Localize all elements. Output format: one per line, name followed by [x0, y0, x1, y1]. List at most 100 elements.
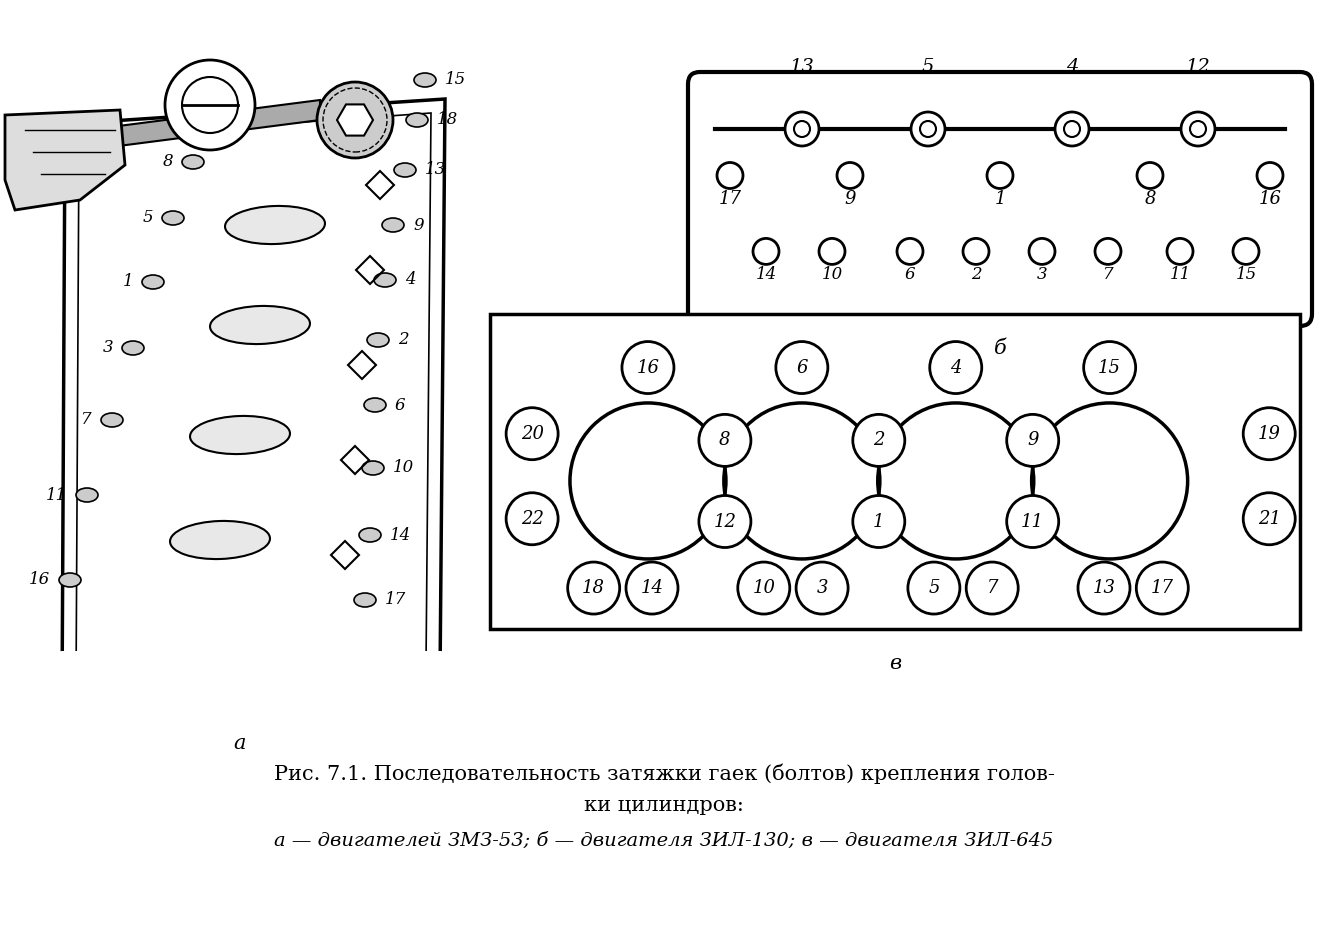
- Circle shape: [699, 415, 751, 466]
- Ellipse shape: [225, 205, 326, 244]
- Text: 15: 15: [1098, 359, 1122, 376]
- Text: 13: 13: [1092, 579, 1115, 597]
- Text: 13: 13: [789, 58, 815, 76]
- Ellipse shape: [381, 218, 404, 232]
- Circle shape: [626, 562, 678, 614]
- Ellipse shape: [190, 416, 290, 454]
- Text: 8: 8: [719, 432, 731, 449]
- Text: Рис. 7.1. Последовательность затяжки гаек (болтов) крепления голов-: Рис. 7.1. Последовательность затяжки гае…: [274, 764, 1054, 785]
- Text: 18: 18: [437, 111, 459, 129]
- Text: 11: 11: [1170, 266, 1191, 283]
- Text: 22: 22: [521, 510, 544, 528]
- Ellipse shape: [210, 306, 310, 344]
- Text: 17: 17: [719, 191, 742, 208]
- Text: 5: 5: [928, 579, 940, 597]
- Circle shape: [966, 562, 1018, 614]
- Text: 14: 14: [755, 266, 776, 283]
- Text: 7: 7: [81, 412, 92, 429]
- Text: 17: 17: [385, 591, 407, 608]
- Ellipse shape: [373, 273, 396, 287]
- Text: 4: 4: [950, 359, 961, 376]
- Circle shape: [1136, 562, 1188, 614]
- Text: 1: 1: [873, 513, 885, 531]
- Circle shape: [1181, 112, 1215, 146]
- Ellipse shape: [405, 113, 428, 127]
- Text: 12: 12: [1185, 58, 1211, 76]
- Text: а — двигателей ЗМЗ-53; б — двигателя ЗИЛ-130; в — двигателя ЗИЛ-645: а — двигателей ЗМЗ-53; б — двигателя ЗИЛ…: [274, 832, 1054, 850]
- Text: 3: 3: [816, 579, 828, 597]
- Text: 19: 19: [1257, 425, 1281, 443]
- Polygon shape: [11, 100, 320, 160]
- Text: 6: 6: [395, 397, 405, 414]
- Text: 15: 15: [445, 72, 466, 89]
- Text: 9: 9: [413, 217, 424, 234]
- Circle shape: [910, 112, 945, 146]
- Ellipse shape: [415, 73, 436, 87]
- Ellipse shape: [76, 488, 98, 502]
- Text: 4: 4: [405, 272, 416, 289]
- Ellipse shape: [182, 155, 203, 169]
- Text: 12: 12: [170, 109, 191, 126]
- Ellipse shape: [58, 573, 81, 587]
- Text: 11: 11: [1021, 513, 1045, 531]
- Ellipse shape: [361, 461, 384, 475]
- Ellipse shape: [359, 528, 381, 542]
- Circle shape: [776, 342, 828, 393]
- Text: 6: 6: [905, 266, 916, 283]
- Circle shape: [738, 562, 789, 614]
- FancyBboxPatch shape: [490, 314, 1300, 629]
- Circle shape: [506, 408, 558, 460]
- Text: б: б: [994, 339, 1006, 358]
- Circle shape: [1243, 408, 1296, 460]
- Text: 9: 9: [1027, 432, 1038, 449]
- Text: 2: 2: [970, 266, 981, 283]
- Text: 12: 12: [714, 513, 736, 531]
- Ellipse shape: [199, 111, 222, 125]
- Circle shape: [1006, 415, 1059, 466]
- Text: 8: 8: [162, 153, 173, 171]
- Circle shape: [506, 493, 558, 545]
- Polygon shape: [62, 99, 445, 704]
- Text: 7: 7: [1103, 266, 1114, 283]
- Circle shape: [853, 415, 905, 466]
- Text: 14: 14: [641, 579, 663, 597]
- Circle shape: [1243, 493, 1296, 545]
- FancyBboxPatch shape: [688, 72, 1312, 326]
- Text: 6: 6: [796, 359, 808, 376]
- Text: в: в: [889, 654, 901, 673]
- Circle shape: [1078, 562, 1130, 614]
- Text: 16: 16: [637, 359, 659, 376]
- Text: 16: 16: [1259, 191, 1281, 208]
- Circle shape: [796, 562, 848, 614]
- Text: 21: 21: [1257, 510, 1281, 528]
- Text: 1: 1: [994, 191, 1006, 208]
- Text: 13: 13: [425, 162, 447, 178]
- Text: 3: 3: [1037, 266, 1047, 283]
- Ellipse shape: [101, 413, 124, 427]
- Ellipse shape: [354, 593, 376, 607]
- Text: 17: 17: [1151, 579, 1174, 597]
- Ellipse shape: [162, 211, 183, 225]
- Circle shape: [622, 342, 674, 393]
- Text: 11: 11: [45, 487, 66, 503]
- Text: 20: 20: [521, 425, 544, 443]
- Text: 8: 8: [1144, 191, 1156, 208]
- Text: 18: 18: [582, 579, 605, 597]
- Circle shape: [785, 112, 819, 146]
- Ellipse shape: [364, 398, 385, 412]
- Polygon shape: [338, 105, 373, 135]
- Text: 10: 10: [821, 266, 843, 283]
- Text: 1: 1: [122, 274, 133, 290]
- Circle shape: [908, 562, 960, 614]
- Circle shape: [165, 60, 255, 150]
- Ellipse shape: [142, 275, 163, 289]
- Text: 14: 14: [389, 527, 411, 544]
- Circle shape: [318, 82, 393, 158]
- Circle shape: [1083, 342, 1136, 393]
- Circle shape: [567, 562, 619, 614]
- Circle shape: [699, 496, 751, 547]
- Text: а: а: [234, 734, 246, 753]
- Polygon shape: [5, 110, 125, 210]
- Text: 5: 5: [142, 209, 153, 227]
- Circle shape: [853, 496, 905, 547]
